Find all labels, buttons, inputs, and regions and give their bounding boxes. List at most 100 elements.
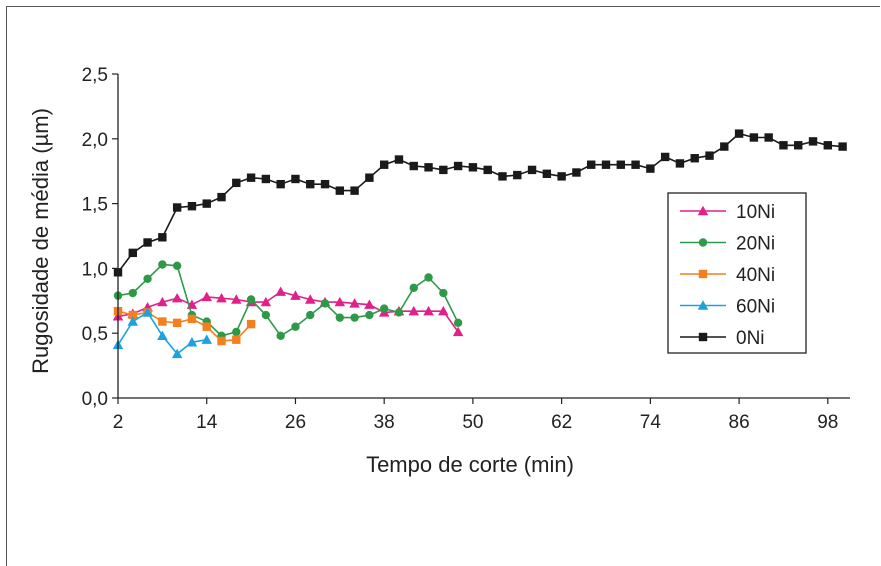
data-point — [291, 174, 300, 184]
legend-label: 60Ni — [736, 297, 775, 318]
data-point — [158, 233, 167, 242]
data-point — [424, 163, 433, 172]
data-point — [335, 313, 345, 322]
data-point — [379, 304, 389, 313]
data-point — [838, 142, 847, 151]
data-point — [394, 308, 404, 317]
legend-item: 20Ni — [680, 234, 775, 255]
data-point — [128, 310, 137, 320]
data-point — [216, 292, 227, 303]
data-point — [158, 260, 167, 269]
data-point — [350, 313, 359, 322]
data-point — [498, 172, 507, 181]
data-point — [408, 305, 420, 316]
data-point — [438, 305, 449, 316]
data-point — [808, 137, 818, 146]
data-point — [631, 160, 640, 169]
data-point — [171, 348, 183, 359]
data-point — [379, 160, 389, 169]
data-point — [128, 248, 137, 258]
y-tick-label: 2,5 — [82, 65, 108, 86]
data-point — [424, 273, 433, 282]
data-point — [335, 186, 345, 195]
data-point — [409, 283, 418, 293]
data-point — [246, 173, 256, 182]
data-point — [158, 317, 167, 326]
data-point — [231, 294, 242, 304]
data-point — [453, 318, 463, 328]
data-point — [290, 290, 301, 300]
x-tick-label: 38 — [374, 412, 395, 433]
data-point — [127, 316, 139, 326]
data-point — [690, 154, 699, 163]
data-point — [202, 199, 211, 208]
data-point — [143, 274, 152, 283]
legend-item: 0Ni — [680, 328, 765, 349]
data-point — [217, 192, 226, 202]
y-tick-label: 2,0 — [82, 130, 108, 151]
data-point — [439, 288, 448, 298]
data-point — [334, 296, 346, 307]
data-point — [261, 174, 271, 184]
legend-marker — [698, 238, 708, 247]
data-point — [157, 296, 168, 307]
x-tick-label: 98 — [817, 412, 838, 433]
data-point — [128, 288, 137, 298]
legend-marker — [697, 300, 709, 310]
data-point — [349, 298, 360, 308]
data-point — [306, 179, 315, 189]
legend-item: 60Ni — [680, 297, 775, 318]
legend-marker — [698, 269, 708, 279]
data-point — [350, 186, 359, 195]
data-point — [232, 327, 241, 337]
data-point — [587, 160, 596, 169]
data-point — [572, 168, 581, 177]
data-point — [306, 310, 315, 320]
data-point — [601, 160, 611, 169]
data-point — [304, 294, 316, 304]
data-point — [201, 291, 212, 302]
legend-marker — [698, 332, 708, 342]
data-point — [246, 295, 256, 304]
x-tick-label: 50 — [462, 412, 483, 433]
data-point — [232, 335, 241, 344]
data-point — [260, 296, 272, 307]
series-60Ni — [112, 307, 212, 359]
data-point — [187, 201, 197, 211]
legend-item: 10Ni — [680, 202, 775, 223]
legend-label: 20Ni — [736, 234, 775, 255]
data-point — [542, 169, 552, 178]
data-point — [217, 336, 226, 346]
data-point — [513, 170, 522, 180]
x-tick-label: 26 — [285, 412, 306, 433]
data-point — [749, 133, 759, 142]
line-chart: 0,0 0,5 1,0 1,5 2,0 2,5 2 14 26 38 50 62 74 86 98 Temp… — [28, 65, 850, 477]
data-point — [143, 238, 152, 247]
data-point — [453, 161, 463, 171]
legend-label: 10Ni — [736, 202, 775, 223]
data-point — [720, 142, 729, 151]
legend-label: 40Ni — [736, 265, 775, 286]
data-point — [187, 314, 197, 324]
data-point — [320, 179, 330, 189]
data-point — [764, 133, 773, 142]
data-point — [275, 286, 286, 296]
legend-label: 0Ni — [736, 328, 765, 349]
y-tick-label: 1,5 — [82, 195, 108, 216]
x-axis-label: Tempo de corte (min) — [366, 452, 574, 477]
data-point — [364, 299, 375, 309]
data-point — [202, 322, 211, 331]
data-point — [320, 299, 330, 308]
data-point — [365, 310, 374, 320]
data-point — [276, 179, 285, 189]
data-point — [172, 318, 182, 328]
data-point — [232, 178, 241, 188]
data-point — [172, 203, 182, 212]
data-point — [779, 141, 788, 150]
data-point — [705, 151, 714, 160]
data-point — [261, 310, 271, 320]
data-point — [423, 305, 434, 316]
data-point — [172, 261, 182, 271]
data-point — [794, 141, 803, 150]
data-point — [452, 326, 464, 337]
